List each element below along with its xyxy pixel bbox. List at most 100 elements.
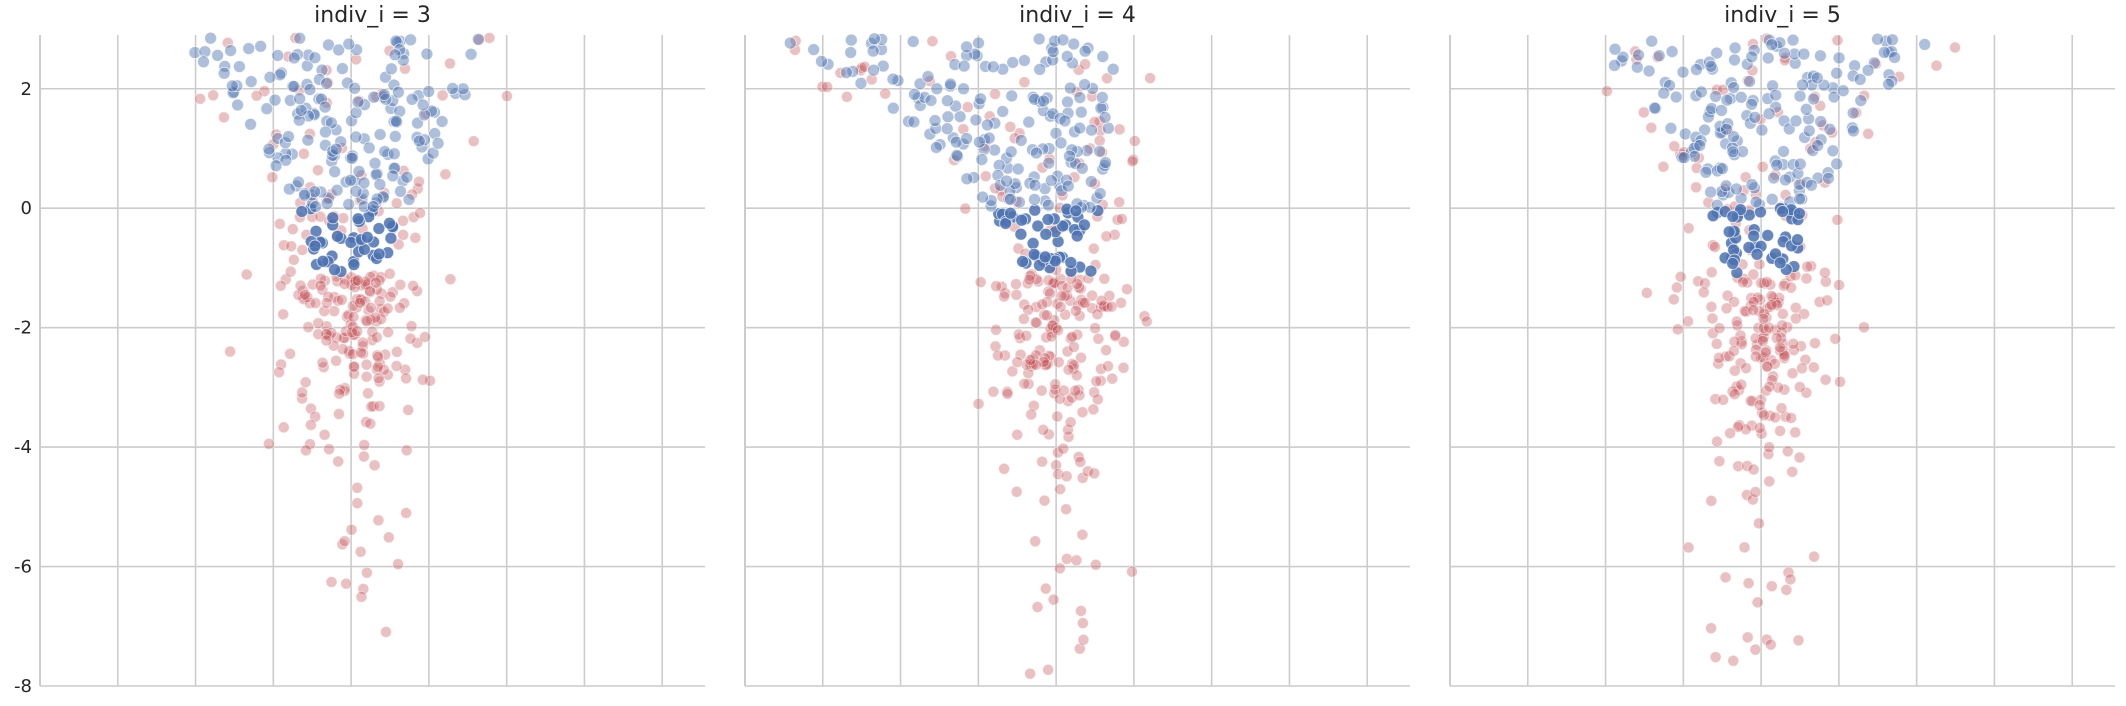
scatter-point-red [1753,422,1766,434]
scatter-point-red [1101,72,1113,85]
scatter-point-red [285,240,298,253]
scatter-point-red [355,346,367,359]
scatter-point-red [1106,372,1119,385]
scatter-point-blue [1777,46,1791,60]
scatter-point-blue [1773,36,1787,50]
scatter-point-blue [1032,32,1046,46]
gridlines [40,35,705,687]
scatter-point-red [1640,286,1653,299]
scatter-point-blue [345,114,359,128]
scatter-point-red [1821,294,1834,307]
scatter-point-blue [1853,72,1867,86]
scatter-point-blue [320,197,334,211]
scatter-point-blue [977,142,991,156]
scatter-point-blue [996,105,1010,118]
scatter-point-blue [992,158,1006,172]
scatter-point-blue [377,88,391,102]
scatter-point-blue [1719,179,1733,193]
scatter-point-blue [1882,68,1896,82]
scatter-point-blue [1734,90,1748,104]
scatter-point-red [816,80,829,93]
scatter-point-blue [1016,255,1030,268]
scatter-point-red [1095,294,1108,307]
scatter-point-red [1705,622,1717,635]
scatter-point-red [1006,365,1019,378]
scatter-point-red [296,392,309,405]
scatter-point-red [1809,337,1821,350]
scatter-point-red [1100,230,1113,243]
scatter-point-red [1757,331,1770,344]
scatter-point-red [340,577,353,590]
scatter-point-blue [1678,127,1692,141]
scatter-point-blue [1004,145,1018,159]
scatter-point-blue [446,81,460,95]
scatter-point-blue [369,168,383,182]
scatter-point-blue [387,147,401,161]
scatter-point-red [373,274,386,287]
scatter-point-red [1774,425,1786,437]
scatter-point-red [1741,631,1754,644]
scatter-point-blue [274,66,288,80]
scatter-point-red [250,89,263,102]
scatter-point-red [444,57,456,70]
scatter-point-blue [908,87,921,101]
scatter-point-blue [326,211,340,225]
scatter-point-red [413,175,425,188]
scatter-point-blue [1041,213,1055,226]
scatter-point-blue [1827,90,1841,104]
scatter-point-blue [378,145,392,158]
scatter-point-blue [435,115,449,128]
scatter-point-blue [342,37,356,51]
scatter-point-blue [1715,162,1729,176]
scatter-point-red [1705,300,1718,313]
scatter-point-blue [1882,77,1896,91]
scatter-point-blue [940,94,954,108]
scatter-point-red [1113,196,1126,209]
scatter-point-blue [1041,198,1055,212]
scatter-point-blue [388,48,402,62]
scatter-point-blue [1093,187,1107,200]
scatter-point-blue [322,38,335,52]
scatter-point-red [334,383,347,396]
scatter-point-blue [394,184,407,198]
scatter-point-blue [422,84,436,98]
scatter-point-blue [1630,60,1644,74]
scatter-point-red [351,274,364,287]
scatter-point-red [1728,388,1741,401]
scatter-point-blue [1106,62,1120,76]
scatter-point-red [207,89,220,102]
scatter-point-red [1813,296,1826,308]
scatter-point-blue [316,254,330,268]
scatter-point-red [1831,213,1844,226]
scatter-point-red [355,591,368,603]
scatter-point-red [1115,213,1128,225]
scatter-point-red [1699,277,1711,290]
scatter-point-red [1792,634,1805,647]
scatter-point-blue [1608,58,1621,72]
scatter-point-blue [1836,84,1850,98]
scatter-point-red [1075,605,1087,617]
scatter-point-red [1793,381,1806,393]
scatter-point-blue [348,81,362,95]
scatter-point-blue [1080,144,1094,158]
scatter-point-red [1742,577,1755,590]
scatter-point-red [926,35,939,48]
scatter-point-red [325,576,338,588]
scatter-point-red [1671,323,1684,336]
scatter-point-red [351,497,364,510]
scatter-point-red [1088,116,1101,128]
scatter-point-red [1741,276,1754,289]
scatter-point-blue [972,135,986,149]
scatter-point-blue [1798,131,1812,144]
scatter-point-red [1804,142,1817,155]
scatter-point-blue [1747,229,1761,243]
scatter-point-blue [968,47,982,61]
scatter-point-red [1060,503,1072,516]
scatter-point-blue [1722,225,1736,239]
scatter-point-blue [318,125,332,139]
scatter-point-red [990,323,1002,336]
scatter-point-red [1796,362,1808,375]
scatter-point-blue [1084,175,1098,189]
scatter-point-red [1769,411,1782,424]
scatter-point-blue [1063,81,1077,95]
